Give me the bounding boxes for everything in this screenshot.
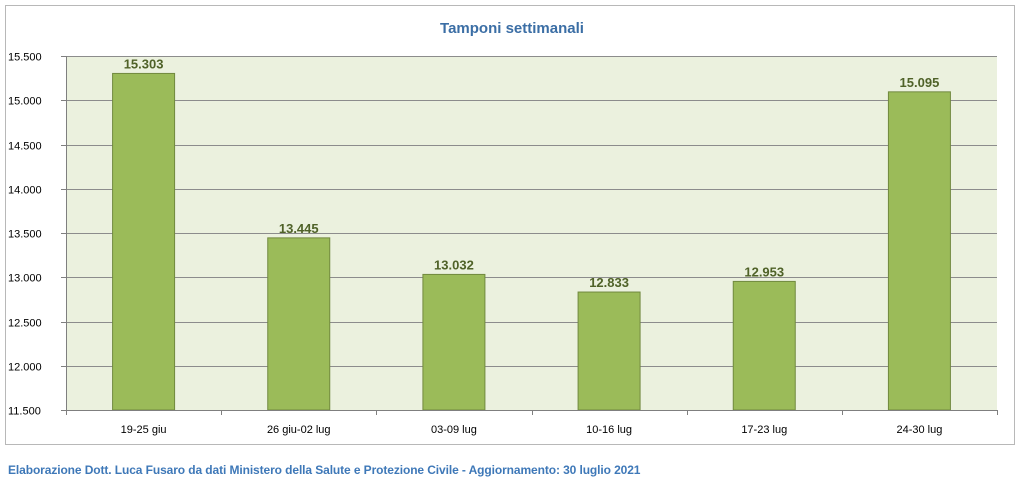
y-tick-label: 15.000 — [8, 96, 42, 108]
axes — [61, 56, 998, 415]
y-tick-label: 13.500 — [8, 229, 42, 241]
y-tick-label: 11.500 — [8, 406, 41, 418]
data-label-3: 13.032 — [434, 257, 474, 272]
bar-2 — [267, 237, 331, 411]
bars — [112, 72, 951, 411]
x-tick-label: 10-16 lug — [586, 424, 632, 436]
footer-credit: Elaborazione Dott. Luca Fusaro da dati M… — [8, 463, 641, 477]
y-tick-label: 12.500 — [8, 318, 42, 330]
data-labels: 15.303 13.445 13.032 12.833 12.953 15.095 — [124, 56, 940, 290]
bar-5 — [732, 280, 796, 411]
y-tick-label: 15.500 — [8, 52, 42, 64]
chart-title: Tamponi settimanali — [440, 20, 584, 37]
y-tick-label: 12.000 — [8, 362, 42, 374]
bar-4 — [577, 291, 641, 411]
data-label-5: 12.953 — [744, 264, 784, 279]
data-label-4: 12.833 — [589, 275, 629, 290]
x-tick-label: 17-23 lug — [741, 424, 787, 436]
x-tick-label: 24-30 lug — [896, 424, 942, 436]
bar-1 — [112, 72, 176, 411]
x-tick-label: 03-09 lug — [431, 424, 477, 436]
y-tick-label: 13.000 — [8, 273, 42, 285]
x-tick-label: 19-25 giu — [121, 424, 167, 436]
grid-lines — [66, 56, 997, 367]
bar-6 — [887, 91, 951, 411]
data-label-6: 15.095 — [900, 75, 940, 90]
bar-3 — [422, 273, 486, 411]
y-tick-label: 14.000 — [8, 185, 42, 197]
data-label-1: 15.303 — [124, 56, 164, 71]
x-axis-tick-labels: 19-25 giu 26 giu-02 lug 03-09 lug 10-16 lug… — [121, 424, 943, 436]
y-tick-label: 14.500 — [8, 141, 42, 153]
y-axis-tick-labels: 11.500 12.000 12.500 13.000 13.500 14.000 14.5… — [8, 52, 42, 418]
x-tick-label: 26 giu-02 lug — [267, 424, 331, 436]
bar-chart: Tamponi settimanali 11.500 12.000 12.500 13… — [8, 20, 998, 436]
data-label-2: 13.445 — [279, 221, 319, 236]
